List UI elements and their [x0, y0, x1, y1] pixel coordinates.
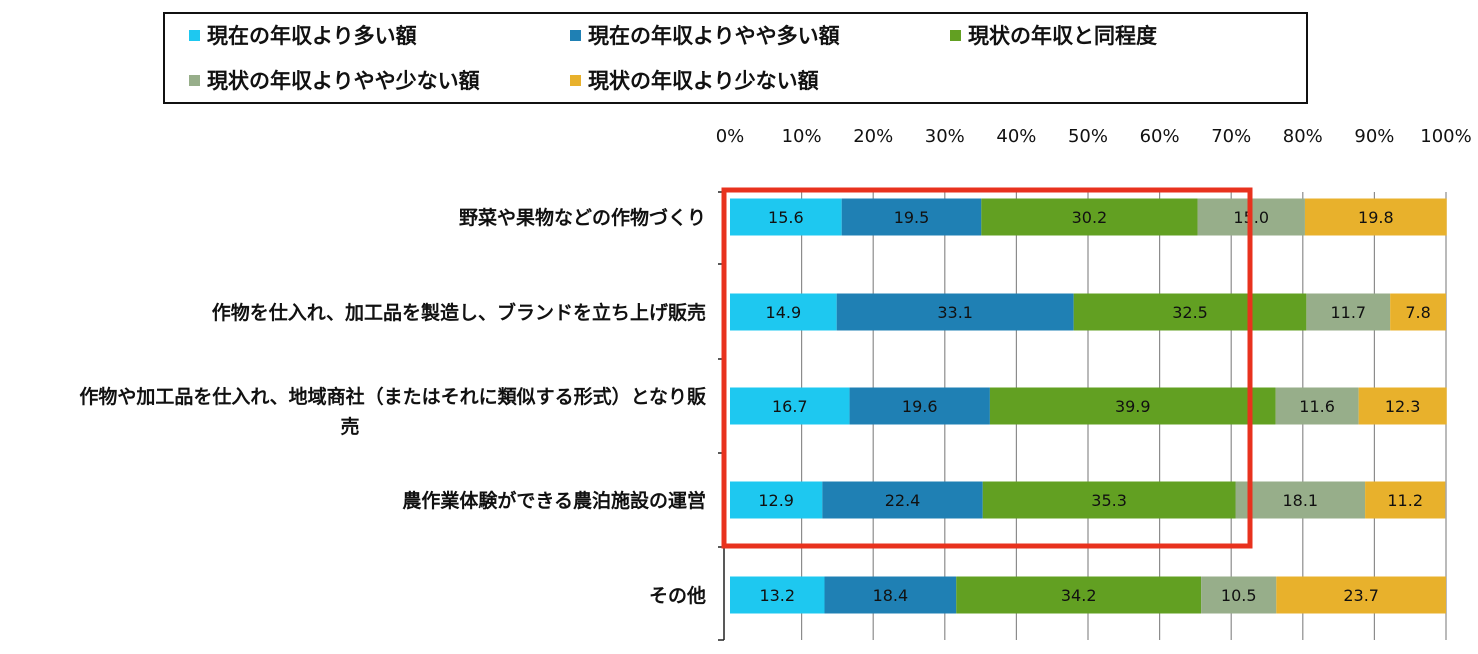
- data-label: 16.7: [772, 397, 808, 416]
- bar-segment: [989, 387, 1276, 425]
- bar-segment: [730, 198, 842, 236]
- x-tick-label: 20%: [853, 126, 893, 147]
- legend-item-slightly-less: 現状の年収よりやや少ない額: [189, 65, 480, 95]
- data-label: 11.2: [1387, 491, 1423, 510]
- bar-segment: [1390, 293, 1446, 331]
- legend-item-slightly-more: 現在の年収よりやや多い額: [570, 20, 840, 50]
- data-labels: 15.6 19.5 30.2 15.0 19.814.9 33.1 32.5 11.7 7.81…: [758, 208, 1430, 605]
- category-label: 野菜や果物などの作物づくり: [459, 206, 706, 229]
- data-label: 7.8: [1405, 303, 1430, 322]
- data-label: 18.4: [873, 586, 909, 605]
- bar-segment: [730, 387, 850, 425]
- bar-segment: [849, 387, 990, 425]
- highlight-rectangle: [721, 187, 1253, 549]
- legend-item-more: 現在の年収より多い額: [189, 20, 417, 50]
- data-label: 11.7: [1330, 303, 1366, 322]
- x-tick-label: 100%: [1420, 126, 1471, 147]
- data-label: 19.6: [902, 397, 938, 416]
- data-label: 32.5: [1172, 303, 1208, 322]
- legend-label-less: 現状の年収より少ない額: [588, 69, 819, 93]
- data-label: 19.5: [894, 208, 930, 227]
- data-label: 10.5: [1221, 586, 1257, 605]
- data-label: 15.6: [768, 208, 804, 227]
- category-label: 農作業体験ができる農泊施設の運営: [402, 489, 706, 512]
- bar-segment: [1358, 387, 1447, 425]
- bar-segment: [1365, 481, 1446, 519]
- highlight-box: [721, 187, 1253, 549]
- legend-item-same: 現状の年収と同程度: [950, 20, 1157, 50]
- data-label: 12.9: [758, 491, 794, 510]
- bar-segment: [730, 576, 825, 614]
- bar-segment: [1304, 198, 1447, 236]
- data-label: 39.9: [1115, 397, 1151, 416]
- x-tick-label: 40%: [996, 126, 1036, 147]
- bar-segment: [730, 293, 837, 331]
- x-tick-label: 10%: [782, 126, 822, 147]
- bar-segment: [1235, 481, 1366, 519]
- legend-label-same: 現状の年収と同程度: [968, 24, 1157, 48]
- category-label: その他: [649, 584, 706, 607]
- bar-segment: [1275, 387, 1359, 425]
- x-axis-ticks: 0% 10% 20% 30% 40% 50% 60% 70% 80% 90% 100%: [716, 126, 1472, 147]
- x-tick-label: 30%: [925, 126, 965, 147]
- category-label: 作物や加工品を仕入れ、地域商社（またはそれに類似する形式）となり販: [79, 385, 707, 408]
- data-label: 35.3: [1091, 491, 1127, 510]
- category-labels: 野菜や果物などの作物づくり作物を仕入れ、加工品を製造し、ブランドを立ち上げ販売作…: [79, 206, 707, 607]
- category-label: 作物を仕入れ、加工品を製造し、ブランドを立ち上げ販売: [212, 301, 706, 324]
- legend-swatch-more: [189, 29, 200, 41]
- legend-swatch-slightly-more: [570, 29, 581, 41]
- data-label: 33.1: [937, 303, 973, 322]
- x-tick-label: 50%: [1068, 126, 1108, 147]
- x-tick-label: 60%: [1140, 126, 1180, 147]
- x-tick-label: 70%: [1211, 126, 1251, 147]
- x-tick-label: 80%: [1283, 126, 1323, 147]
- x-tick-label: 90%: [1354, 126, 1394, 147]
- bar-segment: [1276, 576, 1446, 614]
- legend-swatch-slightly-less: [189, 74, 200, 86]
- legend-swatch-less: [570, 74, 581, 86]
- data-label: 11.6: [1299, 397, 1335, 416]
- bar-segment: [836, 293, 1074, 331]
- legend-label-slightly-more: 現在の年収よりやや多い額: [588, 24, 840, 48]
- bar-segment: [982, 481, 1236, 519]
- data-label: 30.2: [1072, 208, 1108, 227]
- chart-legend: 現在の年収より多い額 現在の年収よりやや多い額 現状の年収と同程度 現状の年収よ…: [163, 12, 1308, 104]
- legend-label-more: 現在の年収より多い額: [207, 24, 417, 48]
- bar-segment: [956, 576, 1202, 614]
- bar-segment: [1306, 293, 1391, 331]
- data-label: 12.3: [1385, 397, 1421, 416]
- data-label: 13.2: [759, 586, 795, 605]
- data-label: 22.4: [885, 491, 921, 510]
- bar-segment: [824, 576, 957, 614]
- legend-item-less: 現状の年収より少ない額: [570, 65, 819, 95]
- data-label: 34.2: [1061, 586, 1097, 605]
- bar-segment: [841, 198, 982, 236]
- data-label: 23.7: [1343, 586, 1379, 605]
- bar-segment: [1201, 576, 1277, 614]
- x-tick-label: 0%: [716, 126, 745, 147]
- legend-swatch-same: [950, 29, 961, 41]
- data-label: 18.1: [1282, 491, 1318, 510]
- bar-segment: [1073, 293, 1307, 331]
- legend-label-slightly-less: 現状の年収よりやや少ない額: [207, 69, 480, 93]
- data-label: 14.9: [766, 303, 802, 322]
- category-label: 売: [340, 415, 359, 438]
- bar-segment: [981, 198, 1198, 236]
- data-label: 19.8: [1358, 208, 1394, 227]
- bar-segment: [730, 481, 823, 519]
- bar-segment: [822, 481, 983, 519]
